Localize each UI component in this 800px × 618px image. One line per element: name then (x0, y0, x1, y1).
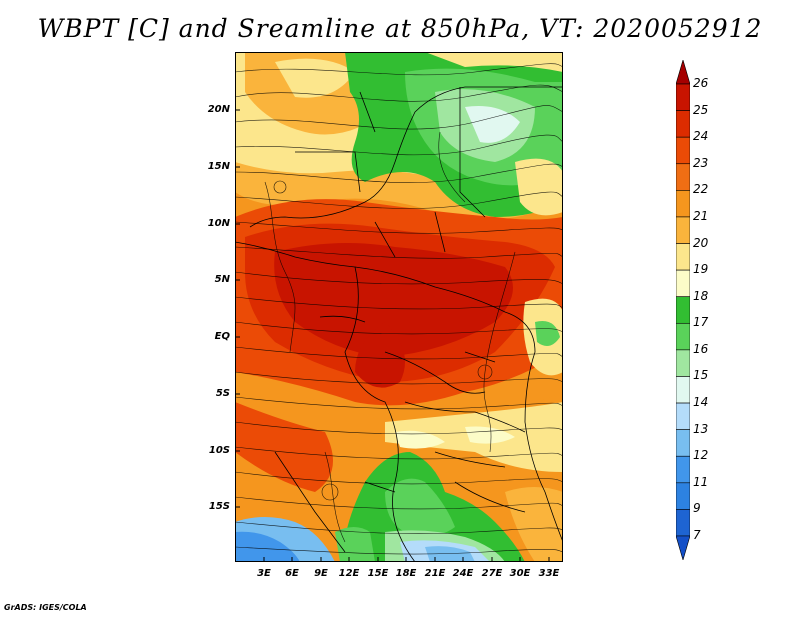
colorbar-segment (676, 60, 690, 85)
colorbar-segment (676, 349, 690, 377)
colorbar-segment (676, 110, 690, 138)
colorbar-label: 14 (693, 395, 709, 410)
colorbar-label: 20 (693, 235, 709, 250)
chart-title: WBPT [C] and Sreamline at 850hPa, VT: 20… (37, 14, 763, 43)
lat-label: EQ (214, 331, 230, 342)
colorbar-segment (676, 429, 690, 457)
lat-label: 20N (207, 104, 230, 115)
lon-label: 12E (338, 568, 360, 579)
streamline-map (235, 52, 563, 562)
lat-label: 10N (207, 218, 230, 229)
colorbar-label: 19 (693, 262, 709, 277)
colorbar-label: 23 (693, 155, 709, 170)
colorbar-label: 11 (693, 474, 709, 489)
colorbar-label: 21 (693, 208, 709, 223)
lon-label: 15E (367, 568, 389, 579)
lat-label: 15N (207, 161, 230, 172)
colorbar-label: 25 (693, 102, 709, 117)
lon-label: 27E (481, 568, 503, 579)
colorbar-segment (676, 402, 690, 430)
colorbar-label: 26 (693, 76, 709, 90)
colorbar-label: 12 (693, 448, 709, 463)
colorbar-segment (676, 482, 690, 510)
colorbar-label: 15 (693, 368, 709, 383)
colorbar-label: 9 (693, 501, 701, 516)
colorbar-label: 24 (693, 129, 709, 144)
colorbar-segment (676, 509, 690, 537)
colorbar-segment (676, 322, 690, 351)
colorbar-segment (676, 535, 690, 560)
lon-label: 24E (452, 568, 474, 579)
colorbar-segment (676, 163, 690, 191)
lon-label: 21E (424, 568, 446, 579)
colorbar-label: 18 (693, 288, 709, 303)
lon-label: 3E (257, 568, 271, 579)
colorbar-label: 22 (693, 182, 709, 197)
colorbar-segment (676, 269, 690, 298)
colorbar-segment (676, 296, 690, 324)
lon-label: 6E (285, 568, 299, 579)
lat-label: 10S (208, 445, 230, 456)
colorbar-segment (676, 136, 690, 165)
colorbar-label: 7 (693, 528, 701, 542)
colorbar-segment (676, 243, 690, 271)
lon-label: 33E (538, 568, 560, 579)
lat-label: 5N (214, 274, 230, 285)
colorbar-segment (676, 376, 690, 404)
colorbar-label: 13 (693, 421, 709, 436)
colorbar-segment (676, 190, 690, 218)
credit-text: GrADS: IGES/COLA (4, 603, 87, 612)
colorbar-segment (676, 455, 690, 484)
lon-label: 9E (314, 568, 328, 579)
colorbar-segment (676, 83, 690, 111)
lon-label: 30E (509, 568, 531, 579)
colorbar-segment (676, 216, 690, 244)
colorbar (676, 60, 690, 560)
lon-label: 18E (395, 568, 417, 579)
lat-label: 15S (208, 501, 230, 512)
colorbar-label: 17 (693, 315, 709, 330)
lat-label: 5S (215, 388, 230, 399)
colorbar-label: 16 (693, 341, 709, 356)
